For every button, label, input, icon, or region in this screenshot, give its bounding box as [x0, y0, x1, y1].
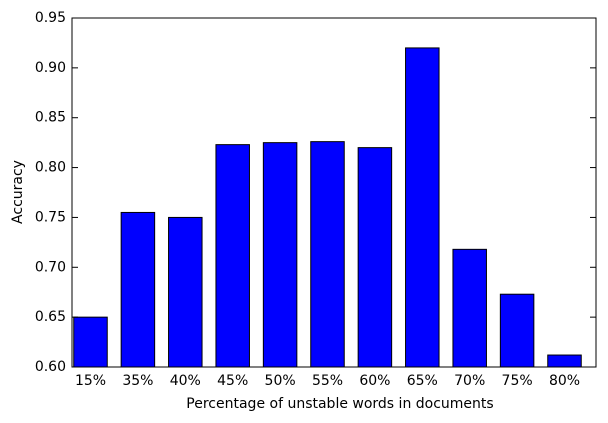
- bar: [547, 354, 582, 368]
- plot-frame: [71, 17, 597, 368]
- y-tick-label: 0.70: [35, 259, 66, 275]
- x-tick-label: 45%: [217, 373, 248, 389]
- x-tick-label: 15%: [75, 373, 106, 389]
- bar: [452, 248, 487, 368]
- bar: [262, 142, 298, 368]
- x-tick-label: 55%: [312, 373, 343, 389]
- bar: [73, 316, 108, 368]
- x-tick-label: 65%: [407, 373, 438, 389]
- x-tick-label: 70%: [454, 373, 485, 389]
- x-tick-label: 60%: [359, 373, 390, 389]
- x-tick-label: 35%: [122, 373, 153, 389]
- y-tick-label: 0.80: [35, 160, 66, 176]
- bar: [120, 211, 156, 368]
- y-tick-label: 0.90: [35, 60, 66, 76]
- bar: [168, 216, 203, 368]
- x-tick-label: 80%: [549, 373, 580, 389]
- y-axis-label: Accuracy: [10, 160, 26, 224]
- y-tick-label: 0.65: [35, 309, 66, 325]
- bar: [215, 144, 250, 368]
- y-tick-label: 0.85: [35, 110, 66, 126]
- x-tick-label: 40%: [170, 373, 201, 389]
- y-tick-label: 0.60: [35, 359, 66, 375]
- bar: [310, 141, 345, 368]
- bar: [499, 293, 535, 368]
- bar: [357, 147, 393, 368]
- y-tick-label: 0.75: [35, 209, 66, 225]
- x-tick-label: 50%: [265, 373, 296, 389]
- y-tick-label: 0.95: [35, 10, 66, 26]
- x-axis-label: Percentage of unstable words in document…: [186, 396, 493, 412]
- bar: [405, 47, 440, 368]
- x-tick-label: 75%: [502, 373, 533, 389]
